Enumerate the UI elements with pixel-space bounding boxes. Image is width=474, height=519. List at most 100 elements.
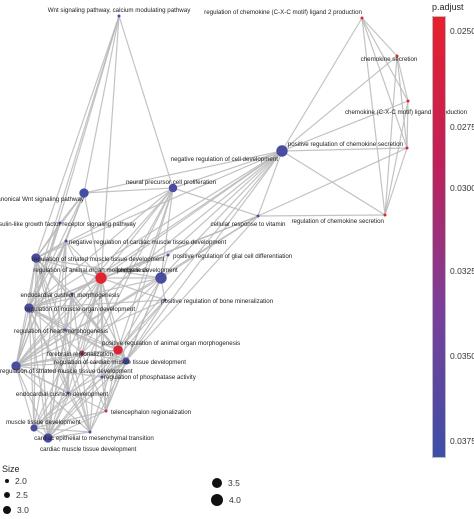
network-edge xyxy=(33,240,67,429)
network-node xyxy=(70,292,74,296)
network-edge xyxy=(81,352,127,362)
network-edge xyxy=(35,257,127,362)
size-legend-item: 2.5 xyxy=(4,490,28,500)
network-edge xyxy=(384,147,408,216)
color-legend-tick: 0.0325 xyxy=(450,266,474,276)
node-label: Wnt signaling pathway, calcium modulatin… xyxy=(48,7,192,14)
node-label: telencephalon regionalization xyxy=(111,409,192,416)
node-label: regulation of phosphatase activity xyxy=(104,374,197,381)
network-node xyxy=(88,430,92,434)
color-legend-tick: 0.0375 xyxy=(450,436,474,446)
network-edge xyxy=(47,392,69,439)
network-edge xyxy=(257,150,283,217)
network-edge xyxy=(47,349,119,439)
node-label: endocardial cushion morphogenesis xyxy=(20,292,119,299)
network-edge xyxy=(28,222,61,309)
network-edge xyxy=(396,55,409,102)
size-legend-dot xyxy=(3,506,11,514)
color-legend-bar xyxy=(432,16,446,458)
network-edge xyxy=(47,240,67,439)
network-node xyxy=(168,183,178,193)
network-edge xyxy=(384,55,398,216)
network-edge xyxy=(15,352,83,367)
network-node xyxy=(58,221,62,225)
size-legend-label: 2.5 xyxy=(16,490,28,500)
network-edge xyxy=(33,392,69,429)
network-edge xyxy=(28,187,174,309)
network-edge xyxy=(101,376,107,412)
node-label: insulin-like growth factor receptor sign… xyxy=(0,221,137,228)
network-edge xyxy=(281,17,363,152)
network-edge xyxy=(361,17,408,149)
network-edge xyxy=(64,329,127,362)
node-label: regulation of animal organ morphogenesis xyxy=(33,267,149,274)
network-edge xyxy=(15,329,66,367)
network-node xyxy=(66,391,70,395)
network-edge xyxy=(28,307,91,433)
network-edge xyxy=(281,147,408,152)
network-edge xyxy=(28,299,166,309)
network-edge xyxy=(100,277,127,362)
network-edge xyxy=(100,15,120,279)
network-edge xyxy=(33,427,91,433)
label-layer: Wnt signaling pathway, calcium modulatin… xyxy=(0,7,468,453)
node-label: forebrain regionalization xyxy=(47,351,114,358)
size-legend-dot xyxy=(211,494,223,506)
node-label: cardiac epithelial to mesenchymal transi… xyxy=(34,435,154,442)
node-label: regulation of striated muscle tissue dev… xyxy=(32,256,165,263)
network-edge xyxy=(117,299,166,351)
network-edge xyxy=(64,329,69,394)
network-edge xyxy=(35,257,162,279)
network-node xyxy=(104,409,108,413)
network-edge xyxy=(125,150,283,362)
network-edge xyxy=(100,277,119,351)
network-edge xyxy=(35,257,69,394)
size-legend-item: 4.0 xyxy=(211,494,241,506)
edge-layer xyxy=(15,15,409,439)
network-node xyxy=(79,350,85,356)
network-edge xyxy=(15,349,119,367)
node-label: muscle tissue development xyxy=(6,419,81,426)
node-label: cardiac muscle tissue development xyxy=(40,446,137,453)
size-legend-item: 2.0 xyxy=(5,476,27,486)
network-node xyxy=(163,298,167,302)
network-edge xyxy=(15,365,35,429)
network-edge xyxy=(28,150,283,309)
network-edge xyxy=(47,329,66,439)
network-edge xyxy=(15,365,103,378)
size-legend-label: 4.0 xyxy=(229,495,241,505)
network-edge xyxy=(47,431,91,439)
size-legend-dot xyxy=(212,478,222,488)
network-edge xyxy=(83,150,283,194)
network-edge xyxy=(118,15,174,189)
network-edge xyxy=(35,15,120,259)
size-legend-title: Size xyxy=(2,464,20,474)
network-edge xyxy=(15,277,162,367)
network-node xyxy=(383,213,387,217)
network-edge xyxy=(361,17,386,216)
network-edge xyxy=(64,329,119,351)
node-label: chemokine (C-X-C motif) ligand 2 product… xyxy=(345,109,468,116)
size-legend-label: 3.0 xyxy=(17,505,29,515)
node-label: positive regulation of bone mineralizati… xyxy=(161,298,274,305)
network-node xyxy=(155,272,167,284)
size-legend-item: 3.0 xyxy=(3,505,29,515)
network-node xyxy=(122,357,130,365)
node-label: positive regulation of chemokine secreti… xyxy=(288,141,404,148)
network-edge xyxy=(125,299,166,362)
network-edge xyxy=(105,349,119,412)
network-edge xyxy=(125,215,259,362)
network-edge xyxy=(281,55,398,152)
network-edge xyxy=(28,307,83,354)
network-node xyxy=(11,361,21,371)
network-edge xyxy=(117,277,162,351)
color-legend-tick: 0.0275 xyxy=(450,122,474,132)
color-legend-tick: 0.0250 xyxy=(450,26,474,36)
color-legend-tick: 0.0300 xyxy=(450,183,474,193)
network-edge xyxy=(105,360,127,412)
network-edge xyxy=(83,192,102,279)
network-edge xyxy=(100,277,166,301)
network-node xyxy=(166,253,170,257)
node-label: regulation of heart morphogenesis xyxy=(14,328,108,335)
